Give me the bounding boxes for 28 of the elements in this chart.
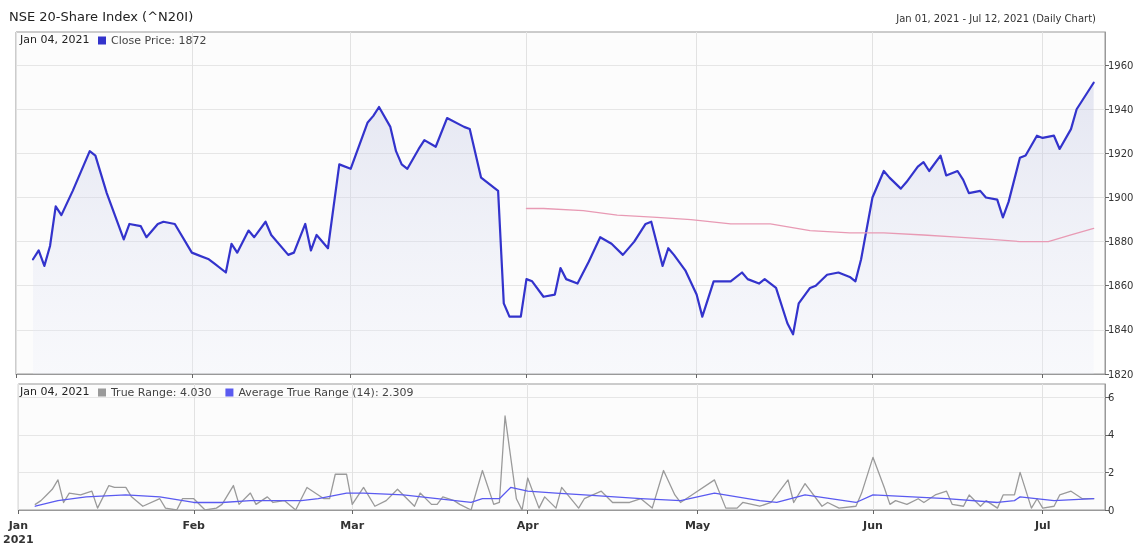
y-tick-label: 1880 (1108, 236, 1134, 248)
y-tick-label: 1960 (1108, 59, 1134, 71)
annotation: Jan 04, 2021 (19, 33, 90, 46)
y-tick-label: 6 (1108, 391, 1115, 403)
y-tick-label: 1840 (1108, 324, 1134, 336)
y-tick-label: 1900 (1108, 191, 1134, 203)
line-series (34, 486, 1095, 507)
x-tick-label: Mar (340, 518, 365, 532)
y-tick-label: 1820 (1108, 368, 1134, 380)
y-tick-label: 2 (1108, 466, 1115, 478)
x-tick-label: Feb (182, 518, 206, 532)
y-tick-label: 1860 (1108, 280, 1134, 292)
x-tick-label: Jan 2021 (3, 518, 34, 546)
chart-subtitle: Jan 01, 2021 - Jul 12, 2021 (Daily Chart) (895, 12, 1097, 24)
line-series (525, 207, 1095, 243)
legend-label: Average True Range (14): 2.309 (238, 386, 414, 399)
y-tick-label: 0 (1108, 504, 1115, 516)
x-tick-label: Jun (862, 518, 883, 532)
y-tick-label: 4 (1108, 429, 1115, 441)
x-tick-label: May (684, 518, 711, 532)
chart-title: NSE 20-Share Index (^N20I) (9, 9, 194, 24)
legend-label: Close Price: 1872 (111, 34, 207, 47)
y-tick-label: 1920 (1108, 147, 1134, 159)
y-tick-label: 1940 (1108, 103, 1134, 115)
x-tick-label: Jul (1033, 518, 1051, 532)
annotation: Jan 04, 2021 (19, 385, 90, 398)
x-tick-label: Apr (516, 518, 540, 532)
legend-label: True Range: 4.030 (110, 386, 212, 399)
